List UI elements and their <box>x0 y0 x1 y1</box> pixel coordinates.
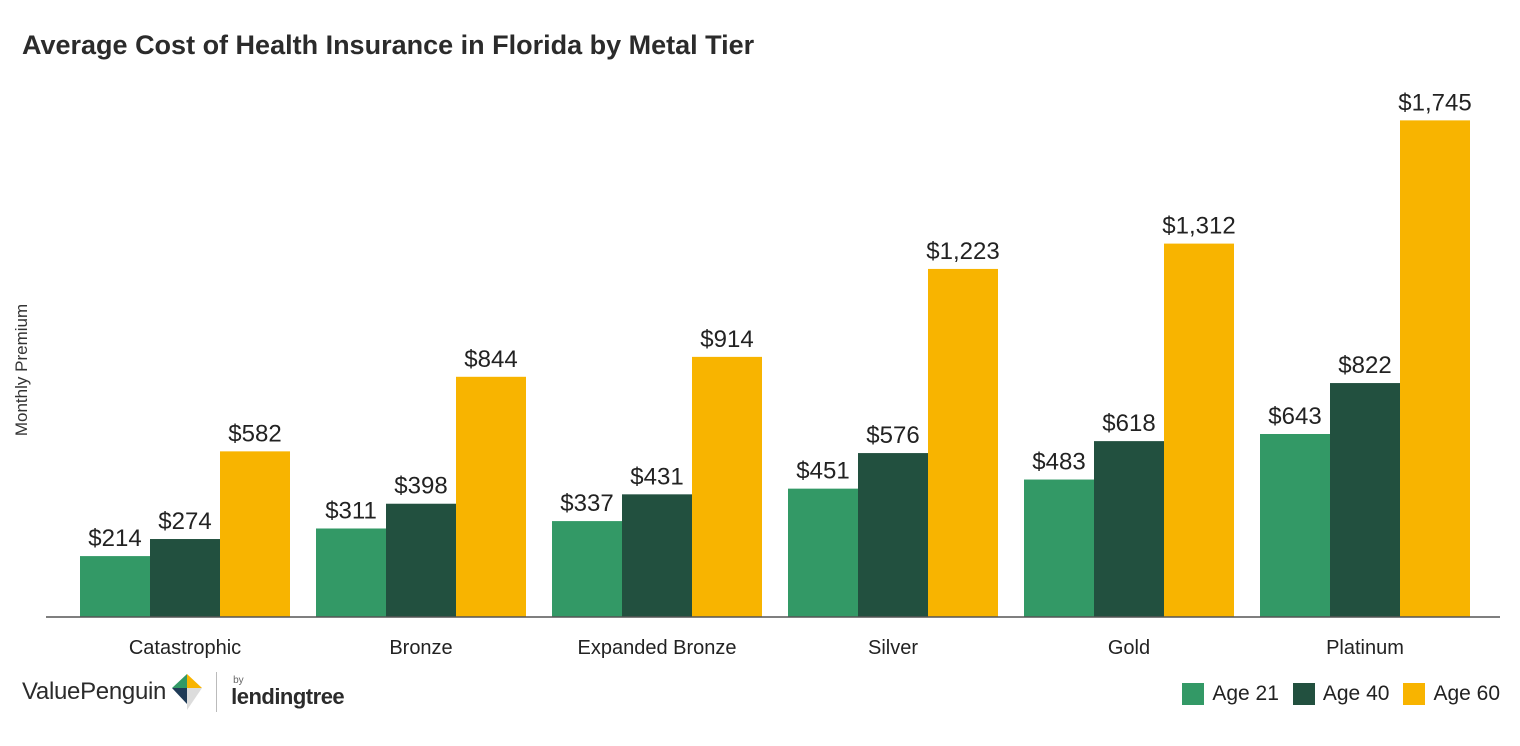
data-label: $582 <box>228 420 281 447</box>
chart-title: Average Cost of Health Insurance in Flor… <box>22 30 755 60</box>
bar-silver-age-40 <box>858 453 928 617</box>
bar-gold-age-60 <box>1164 243 1234 617</box>
partner-name: lendingtree <box>231 684 345 709</box>
legend-label-age-60: Age 60 <box>1433 682 1500 705</box>
data-label: $914 <box>700 326 753 353</box>
bar-expanded-bronze-age-40 <box>622 494 692 617</box>
bar-silver-age-21 <box>788 488 858 617</box>
bar-platinum-age-60 <box>1400 120 1470 618</box>
data-label: $337 <box>560 490 613 517</box>
bar-platinum-age-40 <box>1330 383 1400 617</box>
data-label: $451 <box>796 458 849 485</box>
bar-expanded-bronze-age-21 <box>552 521 622 617</box>
legend-swatch-age-40 <box>1292 683 1315 705</box>
data-label: $618 <box>1102 410 1155 437</box>
legend-swatch-age-60 <box>1403 683 1426 705</box>
legend-item-age-40: Age 40 <box>1292 682 1390 706</box>
data-label: $822 <box>1338 352 1391 379</box>
y-axis-label: Monthly Premium <box>12 303 31 437</box>
legend-label-age-40: Age 40 <box>1322 682 1390 705</box>
bar-gold-age-21 <box>1024 479 1094 617</box>
x-tick-label: Platinum <box>1326 637 1404 659</box>
chart-legend: Age 21 Age 40 Age 60 <box>1182 682 1500 706</box>
bar-bronze-age-40 <box>386 503 456 617</box>
bar-bronze-age-21 <box>316 528 386 617</box>
data-label: $576 <box>866 422 919 449</box>
data-label: $1,312 <box>1162 213 1235 240</box>
legend-swatch-age-21 <box>1182 683 1205 705</box>
data-label: $1,745 <box>1398 89 1471 116</box>
bar-catastrophic-age-21 <box>80 556 150 617</box>
x-tick-label: Expanded Bronze <box>577 637 736 659</box>
penguin-logo-icon <box>172 674 203 710</box>
x-tick-label: Silver <box>868 637 918 659</box>
x-tick-label: Catastrophic <box>129 637 241 659</box>
data-label: $431 <box>630 463 683 490</box>
data-label: $844 <box>464 346 517 373</box>
data-label: $483 <box>1032 449 1085 476</box>
bar-catastrophic-age-40 <box>150 539 220 617</box>
data-label: $274 <box>158 508 211 535</box>
bar-silver-age-60 <box>928 268 998 617</box>
bar-expanded-bronze-age-60 <box>692 356 762 617</box>
data-label: $398 <box>394 473 447 500</box>
brand-logo: ValuePenguin by lendingtree <box>22 672 345 712</box>
brand-name: ValuePenguin <box>22 678 167 705</box>
bar-bronze-age-60 <box>456 376 526 617</box>
x-tick-label: Gold <box>1108 637 1150 659</box>
partner-by-text: by <box>233 675 244 686</box>
partner-logo: by lendingtree <box>231 675 345 709</box>
legend-item-age-60: Age 60 <box>1403 682 1500 706</box>
bar-gold-age-40 <box>1094 441 1164 617</box>
data-label: $643 <box>1268 403 1321 430</box>
data-label: $1,223 <box>926 238 999 265</box>
x-tick-label: Bronze <box>389 637 452 659</box>
bar-platinum-age-21 <box>1260 434 1330 617</box>
legend-item-age-21: Age 21 <box>1182 682 1279 706</box>
data-label: $311 <box>325 497 377 524</box>
logo-separator <box>216 672 218 712</box>
data-label: $214 <box>88 525 141 552</box>
bar-catastrophic-age-60 <box>220 451 290 617</box>
legend-label-age-21: Age 21 <box>1212 682 1279 705</box>
